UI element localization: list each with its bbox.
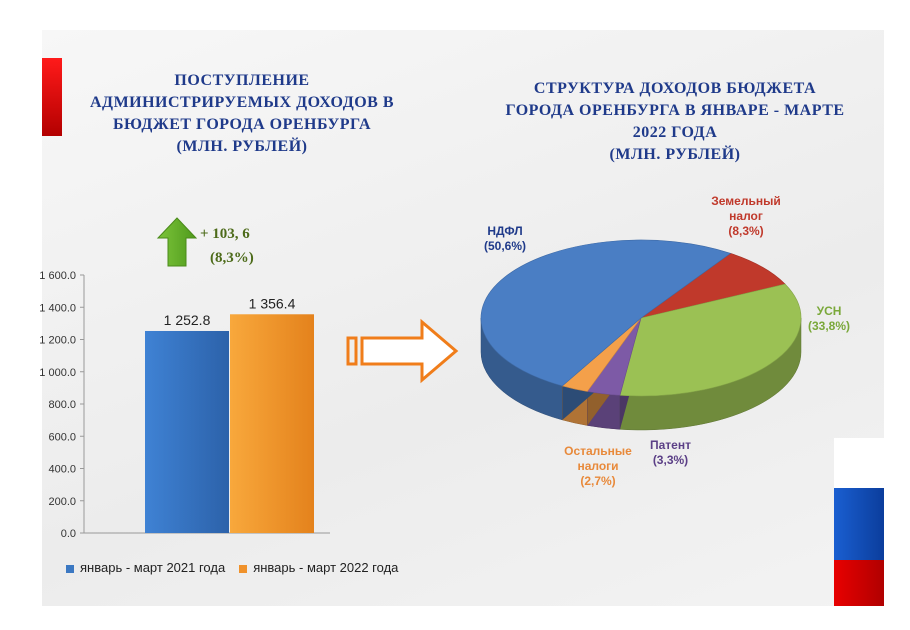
flag-decoration xyxy=(834,438,884,606)
bar xyxy=(145,330,229,533)
right-title-line: (МЛН. РУБЛЕЙ) xyxy=(609,146,741,163)
growth-percent: (8,3%) xyxy=(210,250,254,266)
legend-label: январь - март 2021 года xyxy=(80,560,226,575)
pie-slice xyxy=(619,283,802,397)
y-tick-label: 1 400.0 xyxy=(39,302,76,314)
pie-label-pct: (8,3%) xyxy=(728,224,764,238)
pie-slice xyxy=(640,253,786,319)
right-title-line: 2022 ГОДА xyxy=(632,124,718,141)
up-arrow-icon xyxy=(156,217,198,267)
pie-label-land: Земельный налог (8,3%) xyxy=(706,194,786,239)
y-tick-label: 400.0 xyxy=(48,464,76,476)
pie-label-name: УСН xyxy=(816,304,842,318)
right-chart-title: СТРУКТУРА ДОХОДОВ БЮДЖЕТА ГОРОДА ОРЕНБУР… xyxy=(470,78,880,166)
pie-label-name: Остальные налоги xyxy=(564,444,632,473)
y-tick-label: 800.0 xyxy=(48,399,76,411)
bar-legend: январь - март 2021 года январь - март 20… xyxy=(66,560,398,575)
legend-label: январь - март 2022 года xyxy=(253,560,399,575)
pie-label-name: НДФЛ xyxy=(487,224,523,238)
pie-label-name: Патент xyxy=(650,438,691,452)
bar-value-label: 1 252.8 xyxy=(164,312,211,328)
pie-label-name: Земельный налог xyxy=(711,194,781,223)
y-tick-label: 0.0 xyxy=(61,528,76,540)
legend-item: январь - март 2022 года xyxy=(239,560,398,575)
y-tick-label: 1 000.0 xyxy=(39,367,76,379)
bar-value-label: 1 356.4 xyxy=(249,295,296,311)
left-title-line: ПОСТУПЛЕНИЕ xyxy=(174,72,310,89)
bar xyxy=(230,314,314,533)
growth-value: + 103, 6 xyxy=(200,226,250,242)
y-tick-label: 1 200.0 xyxy=(39,335,76,347)
left-chart-title: ПОСТУПЛЕНИЕ АДМИНИСТРИРУЕМЫХ ДОХОДОВ В Б… xyxy=(62,70,422,158)
right-title-line: ГОРОДА ОРЕНБУРГА В ЯНВАРЕ - МАРТЕ xyxy=(505,102,845,119)
right-arrow-icon xyxy=(346,318,459,384)
pie-label-pct: (2,7%) xyxy=(580,474,616,488)
pie-label-ndfl: НДФЛ (50,6%) xyxy=(484,224,526,254)
legend-item: январь - март 2021 года xyxy=(66,560,225,575)
pie-label-pct: (50,6%) xyxy=(484,239,527,253)
pie-label-pct: (3,3%) xyxy=(652,453,689,467)
legend-swatch xyxy=(239,564,248,573)
pie-label-other: Остальные налоги (2,7%) xyxy=(560,444,636,489)
left-title-line: (МЛН. РУБЛЕЙ) xyxy=(176,138,308,155)
red-accent-bar xyxy=(42,58,62,136)
left-title-line: БЮДЖЕТ ГОРОДА ОРЕНБУРГА xyxy=(112,116,372,133)
growth-annotation: + 103, 6 (8,3%) xyxy=(200,222,254,270)
y-tick-label: 200.0 xyxy=(48,496,76,508)
pie-label-pct: (33,8%) xyxy=(808,319,851,333)
left-title-line: АДМИНИСТРИРУЕМЫХ ДОХОДОВ В xyxy=(90,94,394,111)
legend-swatch xyxy=(66,564,74,573)
y-tick-label: 600.0 xyxy=(48,431,76,443)
pie-label-usn: УСН (33,8%) xyxy=(808,304,850,334)
pie-slice xyxy=(480,239,732,387)
y-tick-label: 1 600.0 xyxy=(39,270,76,282)
pie-label-patent: Патент (3,3%) xyxy=(650,438,691,468)
right-title-line: СТРУКТУРА ДОХОДОВ БЮДЖЕТА xyxy=(533,80,817,97)
